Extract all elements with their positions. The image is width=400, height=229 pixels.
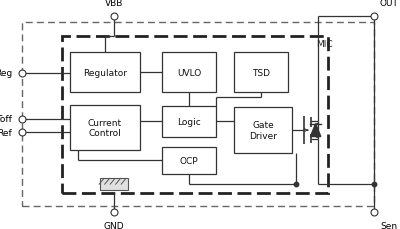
Bar [162, 148, 216, 174]
Bar [70, 53, 140, 93]
Bar [234, 108, 292, 153]
Text: TSD: TSD [252, 68, 270, 77]
Text: Gate
Driver: Gate Driver [249, 121, 277, 140]
Bar [62, 37, 328, 194]
Text: Current
Control: Current Control [88, 118, 122, 137]
Bar [234, 53, 288, 93]
Text: UVLO: UVLO [177, 68, 201, 77]
Bar [22, 23, 374, 206]
Text: OCP: OCP [180, 156, 198, 165]
Bar [162, 53, 216, 93]
Text: GND: GND [104, 221, 124, 229]
Polygon shape [310, 124, 321, 137]
Text: Regulator: Regulator [83, 68, 127, 77]
Text: VBB: VBB [105, 0, 123, 8]
Text: Ref: Ref [0, 128, 12, 137]
Text: MIC: MIC [316, 40, 333, 49]
Text: Logic: Logic [177, 117, 201, 126]
Bar [70, 105, 140, 150]
Bar [100, 179, 128, 190]
Text: Reg: Reg [0, 69, 12, 78]
Bar [162, 106, 216, 137]
Text: Sen: Sen [380, 221, 397, 229]
Text: OUT: OUT [380, 0, 399, 8]
Text: Toff: Toff [0, 114, 12, 124]
